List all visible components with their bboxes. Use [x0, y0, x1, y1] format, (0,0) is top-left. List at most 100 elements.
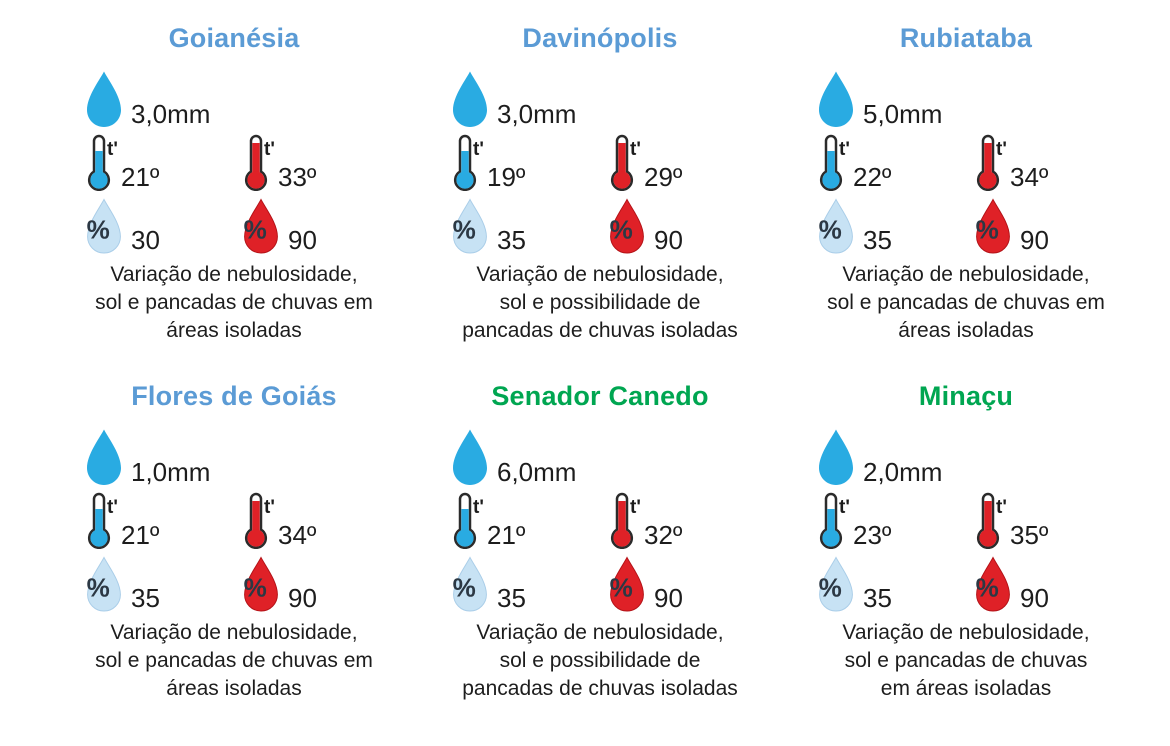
humidity-row: % 35 % 90	[450, 556, 750, 612]
percent-symbol: %	[819, 215, 842, 245]
temperature-mark: t'	[996, 497, 1007, 518]
temp-min-group: t' 21º	[450, 491, 607, 550]
temperature-mark: t'	[839, 497, 850, 518]
humidity-max-group: % 90	[241, 556, 317, 612]
temperature-row: t' 22º t' 34º	[816, 133, 1116, 192]
percent-symbol: %	[976, 215, 999, 245]
thermometer-max-icon: t'	[241, 133, 275, 192]
rain-row: 6,0mm	[450, 426, 750, 486]
forecast-description: Variação de nebulosidade, sol e pancadas…	[95, 621, 373, 700]
humidity-max-group: % 90	[607, 556, 683, 612]
temp-max-value: 29º	[644, 162, 683, 192]
humidity-row: % 35 % 90	[450, 198, 750, 254]
percent-symbol: %	[244, 215, 267, 245]
thermometer-min-icon: t'	[816, 491, 850, 550]
thermometer-max-icon: t'	[607, 491, 641, 550]
temp-min-value: 21º	[487, 520, 526, 550]
card-content: 6,0mm t' 21º	[450, 426, 750, 703]
forecast-description: Variação de nebulosidade, sol e possibil…	[462, 263, 738, 342]
temp-max-value: 35º	[1010, 520, 1049, 550]
temperature-row: t' 21º t' 33º	[84, 133, 384, 192]
humidity-min-value: 35	[497, 225, 526, 255]
temperature-mark: t'	[473, 497, 484, 518]
rain-row: 3,0mm	[84, 68, 384, 128]
rain-amount: 3,0mm	[131, 99, 211, 129]
temp-min-value: 19º	[487, 162, 526, 192]
thermometer-min-icon: t'	[450, 133, 484, 192]
thermometer-max-icon: t'	[973, 133, 1007, 192]
temp-max-value: 34º	[1010, 162, 1049, 192]
card-content: 3,0mm t' 21º	[84, 68, 384, 345]
temp-max-group: t' 33º	[241, 133, 316, 192]
humidity-max-group: % 90	[607, 198, 683, 254]
city-card-flores-de-goias: Flores de Goiás 1,0mm	[55, 380, 413, 728]
rain-row: 5,0mm	[816, 68, 1116, 128]
humidity-max-icon: %	[607, 556, 647, 612]
temp-min-value: 23º	[853, 520, 892, 550]
humidity-min-value: 35	[497, 583, 526, 613]
thermometer-max-icon: t'	[607, 133, 641, 192]
thermometer-max-icon: t'	[241, 491, 275, 550]
percent-symbol: %	[453, 215, 476, 245]
city-title: Rubiataba	[899, 23, 1033, 53]
temperature-mark: t'	[264, 497, 275, 518]
temperature-row: t' 21º t' 32º	[450, 491, 750, 550]
temperature-mark: t'	[630, 497, 641, 518]
humidity-max-value: 90	[288, 225, 317, 255]
card-content: 2,0mm t' 23º	[816, 426, 1116, 703]
temp-max-group: t' 34º	[241, 491, 317, 550]
humidity-min-group: % 35	[450, 556, 607, 612]
humidity-min-group: % 35	[84, 556, 241, 612]
humidity-max-group: % 90	[973, 198, 1049, 254]
temp-max-value: 34º	[278, 520, 317, 550]
raindrop-icon	[84, 428, 124, 486]
rain-amount: 1,0mm	[131, 457, 211, 487]
temp-max-group: t' 29º	[607, 133, 683, 192]
temperature-mark: t'	[107, 497, 118, 518]
city-card-goianesia: Goianésia 3,0mm	[55, 22, 413, 370]
temp-max-group: t' 34º	[973, 133, 1049, 192]
temp-min-group: t' 23º	[816, 491, 973, 550]
temp-min-group: t' 19º	[450, 133, 607, 192]
raindrop-icon	[450, 70, 490, 128]
thermometer-min-icon: t'	[84, 133, 118, 192]
card-content: 3,0mm t' 19º	[450, 68, 750, 345]
raindrop-icon	[450, 428, 490, 486]
raindrop-icon	[816, 70, 856, 128]
humidity-min-value: 35	[131, 583, 160, 613]
temperature-mark: t'	[839, 139, 850, 160]
humidity-max-icon: %	[973, 198, 1013, 254]
humidity-min-group: % 35	[816, 198, 973, 254]
humidity-max-icon: %	[607, 198, 647, 254]
humidity-min-icon: %	[450, 198, 490, 254]
humidity-min-value: 30	[131, 225, 160, 255]
temperature-mark: t'	[473, 139, 484, 160]
temperature-mark: t'	[107, 139, 118, 160]
humidity-max-value: 90	[654, 583, 683, 613]
city-title: Senador Canedo	[491, 381, 709, 411]
city-card-davinopolis: Davinópolis 3,0mm	[421, 22, 779, 370]
percent-symbol: %	[244, 573, 267, 603]
humidity-min-group: % 35	[450, 198, 607, 254]
temperature-mark: t'	[264, 139, 275, 160]
temperature-mark: t'	[630, 139, 641, 160]
humidity-min-group: % 30	[84, 198, 241, 254]
rain-row: 1,0mm	[84, 426, 384, 486]
humidity-max-value: 90	[288, 583, 317, 613]
humidity-max-icon: %	[973, 556, 1013, 612]
temperature-row: t' 23º t' 35º	[816, 491, 1116, 550]
percent-symbol: %	[87, 215, 110, 245]
city-title: Flores de Goiás	[131, 381, 337, 411]
humidity-min-icon: %	[84, 198, 124, 254]
forecast-description: Variação de nebulosidade, sol e possibil…	[462, 621, 738, 700]
forecast-description: Variação de nebulosidade, sol e pancadas…	[95, 263, 373, 342]
forecast-description: Variação de nebulosidade, sol e pancadas…	[842, 621, 1090, 700]
percent-symbol: %	[453, 573, 476, 603]
humidity-max-value: 90	[1020, 225, 1049, 255]
humidity-min-icon: %	[816, 556, 856, 612]
forecast-description: Variação de nebulosidade, sol e pancadas…	[827, 263, 1105, 342]
percent-symbol: %	[976, 573, 999, 603]
humidity-max-group: % 90	[973, 556, 1049, 612]
humidity-row: % 35 % 90	[816, 198, 1116, 254]
percent-symbol: %	[87, 573, 110, 603]
